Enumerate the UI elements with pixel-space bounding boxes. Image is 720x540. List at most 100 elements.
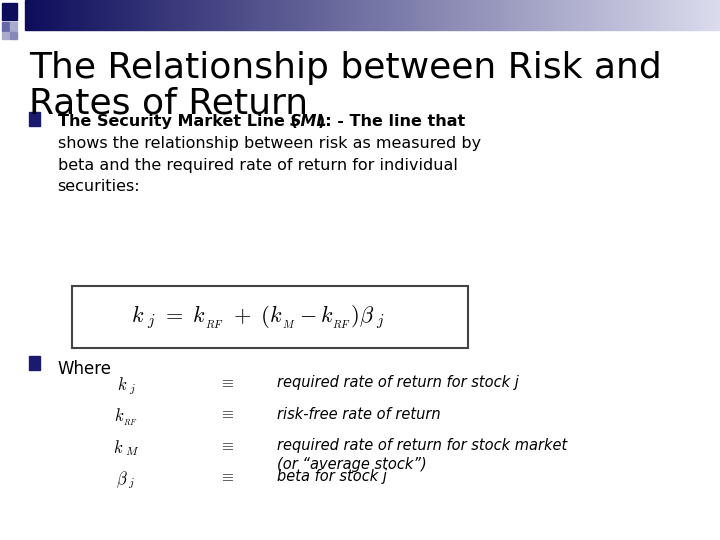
Bar xyxy=(500,0,503,30)
Bar xyxy=(382,0,384,30)
Bar xyxy=(490,0,493,30)
Bar xyxy=(713,0,716,30)
Bar xyxy=(535,0,539,30)
Bar xyxy=(46,0,50,30)
Text: $\beta_{\ j}$: $\beta_{\ j}$ xyxy=(116,469,136,491)
Bar xyxy=(406,0,409,30)
Text: required rate of return for stock market
(or “average stock”): required rate of return for stock market… xyxy=(277,438,567,472)
Bar xyxy=(570,0,573,30)
Text: SML: SML xyxy=(289,114,327,130)
Bar xyxy=(661,0,664,30)
Text: Rates of Return: Rates of Return xyxy=(29,86,308,120)
Bar xyxy=(388,0,392,30)
Bar xyxy=(357,0,361,30)
Bar xyxy=(598,0,601,30)
Bar xyxy=(137,0,140,30)
Bar xyxy=(246,0,248,30)
Bar xyxy=(210,0,214,30)
Bar xyxy=(186,0,189,30)
Bar xyxy=(486,0,490,30)
Bar xyxy=(671,0,675,30)
Bar xyxy=(291,0,294,30)
Bar xyxy=(546,0,549,30)
Bar xyxy=(81,0,84,30)
Bar xyxy=(36,0,39,30)
Bar xyxy=(74,0,78,30)
Bar xyxy=(297,0,301,30)
Bar xyxy=(67,0,71,30)
Bar xyxy=(161,0,165,30)
Text: $k_{_{RF}}$: $k_{_{RF}}$ xyxy=(114,407,138,428)
Bar xyxy=(95,0,99,30)
Bar xyxy=(612,0,616,30)
Bar xyxy=(176,0,179,30)
Bar xyxy=(165,0,168,30)
Bar xyxy=(647,0,650,30)
Bar xyxy=(301,0,305,30)
Bar xyxy=(643,0,647,30)
Text: shows the relationship between risk as measured by: shows the relationship between risk as m… xyxy=(58,136,481,151)
Bar xyxy=(315,0,318,30)
Bar xyxy=(552,0,556,30)
Bar xyxy=(616,0,618,30)
Bar xyxy=(287,0,291,30)
Bar xyxy=(716,0,720,30)
Bar xyxy=(308,0,312,30)
Bar xyxy=(172,0,176,30)
Bar xyxy=(427,0,431,30)
Bar xyxy=(667,0,671,30)
Bar xyxy=(692,0,696,30)
Bar xyxy=(518,0,521,30)
Bar xyxy=(605,0,608,30)
Bar xyxy=(312,0,315,30)
Bar xyxy=(294,0,297,30)
Bar xyxy=(106,0,109,30)
Bar xyxy=(567,0,570,30)
Bar xyxy=(39,0,42,30)
Bar xyxy=(528,0,531,30)
Bar xyxy=(72,286,468,348)
Bar xyxy=(325,0,329,30)
Bar xyxy=(559,0,563,30)
Bar xyxy=(706,0,709,30)
Bar xyxy=(242,0,246,30)
Bar xyxy=(703,0,706,30)
Bar xyxy=(618,0,622,30)
Bar xyxy=(577,0,580,30)
Text: $\equiv$: $\equiv$ xyxy=(219,469,235,484)
Bar xyxy=(91,0,95,30)
Bar xyxy=(207,0,210,30)
Bar xyxy=(497,0,500,30)
Bar xyxy=(542,0,546,30)
Bar xyxy=(469,0,472,30)
Bar xyxy=(608,0,612,30)
Bar xyxy=(657,0,661,30)
Bar xyxy=(675,0,678,30)
Bar xyxy=(524,0,528,30)
Bar xyxy=(193,0,197,30)
Bar xyxy=(423,0,427,30)
Bar xyxy=(448,0,451,30)
Bar xyxy=(259,0,263,30)
Bar xyxy=(42,0,46,30)
Bar xyxy=(123,0,127,30)
Bar xyxy=(329,0,333,30)
Bar xyxy=(367,0,371,30)
Bar xyxy=(413,0,416,30)
Bar xyxy=(2,32,9,39)
Bar xyxy=(601,0,605,30)
Text: $\equiv$: $\equiv$ xyxy=(219,438,235,453)
Bar xyxy=(462,0,465,30)
Bar xyxy=(507,0,510,30)
Bar xyxy=(531,0,535,30)
Text: The Relationship between Risk and: The Relationship between Risk and xyxy=(29,51,662,85)
Bar xyxy=(235,0,238,30)
Bar xyxy=(399,0,402,30)
Bar xyxy=(116,0,120,30)
Bar xyxy=(476,0,479,30)
Bar xyxy=(158,0,161,30)
Bar xyxy=(203,0,207,30)
Bar xyxy=(182,0,186,30)
Bar xyxy=(154,0,158,30)
Bar xyxy=(130,0,133,30)
